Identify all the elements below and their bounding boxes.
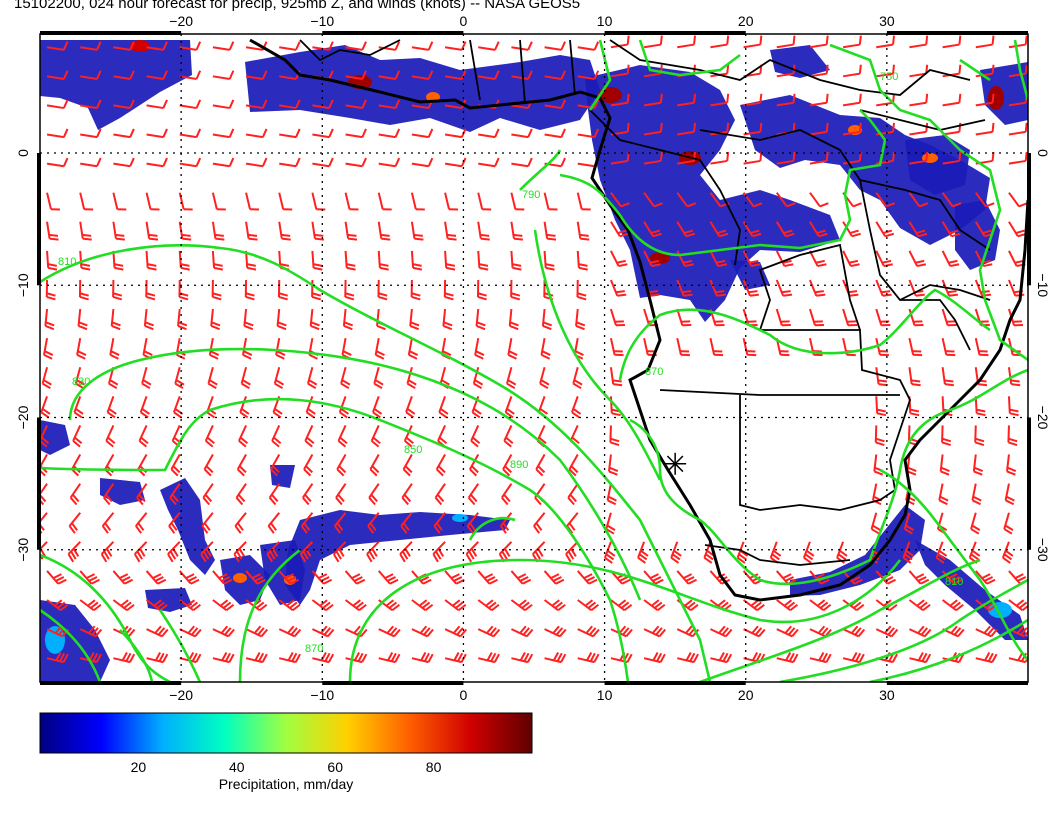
frame-bar [1027, 153, 1031, 285]
lat-tick-label: 0 [15, 149, 31, 157]
lon-tick-label: 20 [738, 13, 754, 29]
contour-label: 870 [305, 643, 323, 655]
lon-tick-label: 0 [460, 13, 468, 29]
frame-bar [40, 681, 181, 685]
lat-labels-right: 0 −10 −20 −30 [1035, 149, 1051, 562]
lon-labels-top: −20 −10 0 10 20 30 [169, 13, 895, 29]
colorbar-ticks: 20 40 60 80 [131, 759, 442, 775]
lat-tick-label: −10 [15, 273, 31, 297]
lon-tick-label: −20 [169, 13, 193, 29]
precip-core [452, 514, 468, 522]
frame-bar [605, 31, 746, 35]
frame-bar [887, 681, 1028, 685]
colorbar-tick-label: 60 [327, 759, 343, 775]
lon-tick-label: −10 [310, 13, 334, 29]
colorbar-tick-label: 40 [229, 759, 245, 775]
frame-bar [37, 153, 41, 285]
lon-tick-label: 0 [460, 687, 468, 703]
contour-label: 890 [510, 459, 528, 471]
contour-label: 830 [72, 376, 90, 388]
frame-bar [322, 681, 463, 685]
lat-tick-label: −30 [1035, 538, 1051, 562]
lon-labels-bottom: −20 −10 0 10 20 30 [169, 687, 895, 703]
lon-tick-label: 10 [597, 13, 613, 29]
frame-bar [322, 31, 463, 35]
frame-bar [37, 418, 41, 550]
contour-label: 870 [645, 366, 663, 378]
contour-label: 790 [522, 189, 540, 201]
frame-bar [1027, 418, 1031, 550]
colorbar-tick-label: 20 [131, 759, 147, 775]
lon-tick-label: 20 [738, 687, 754, 703]
contour-label: 850 [404, 444, 422, 456]
lat-tick-label: −30 [15, 538, 31, 562]
precip-core [233, 573, 247, 583]
lat-tick-label: −20 [1035, 406, 1051, 430]
contour-label: 810 [945, 576, 963, 588]
contour-label: 750 [880, 71, 898, 83]
frame-bar [887, 31, 1028, 35]
lat-tick-label: −10 [1035, 273, 1051, 297]
precip-core [988, 86, 1004, 110]
lon-tick-label: −20 [169, 687, 193, 703]
lon-tick-label: 30 [879, 687, 895, 703]
lon-tick-label: −10 [310, 687, 334, 703]
colorbar-tick-label: 80 [426, 759, 442, 775]
lat-tick-label: 0 [1035, 149, 1051, 157]
lon-tick-label: 30 [879, 13, 895, 29]
frame-bar [40, 31, 181, 35]
lat-tick-label: −20 [15, 405, 31, 429]
location-marker-icon [664, 453, 686, 475]
colorbar [40, 713, 532, 753]
frame-bar [605, 681, 746, 685]
lat-labels-left: 0 −10 −20 −30 [15, 149, 31, 562]
lon-tick-label: 10 [597, 687, 613, 703]
contour-label: 810 [58, 256, 76, 268]
colorbar-label: Precipitation, mm/day [40, 776, 532, 792]
